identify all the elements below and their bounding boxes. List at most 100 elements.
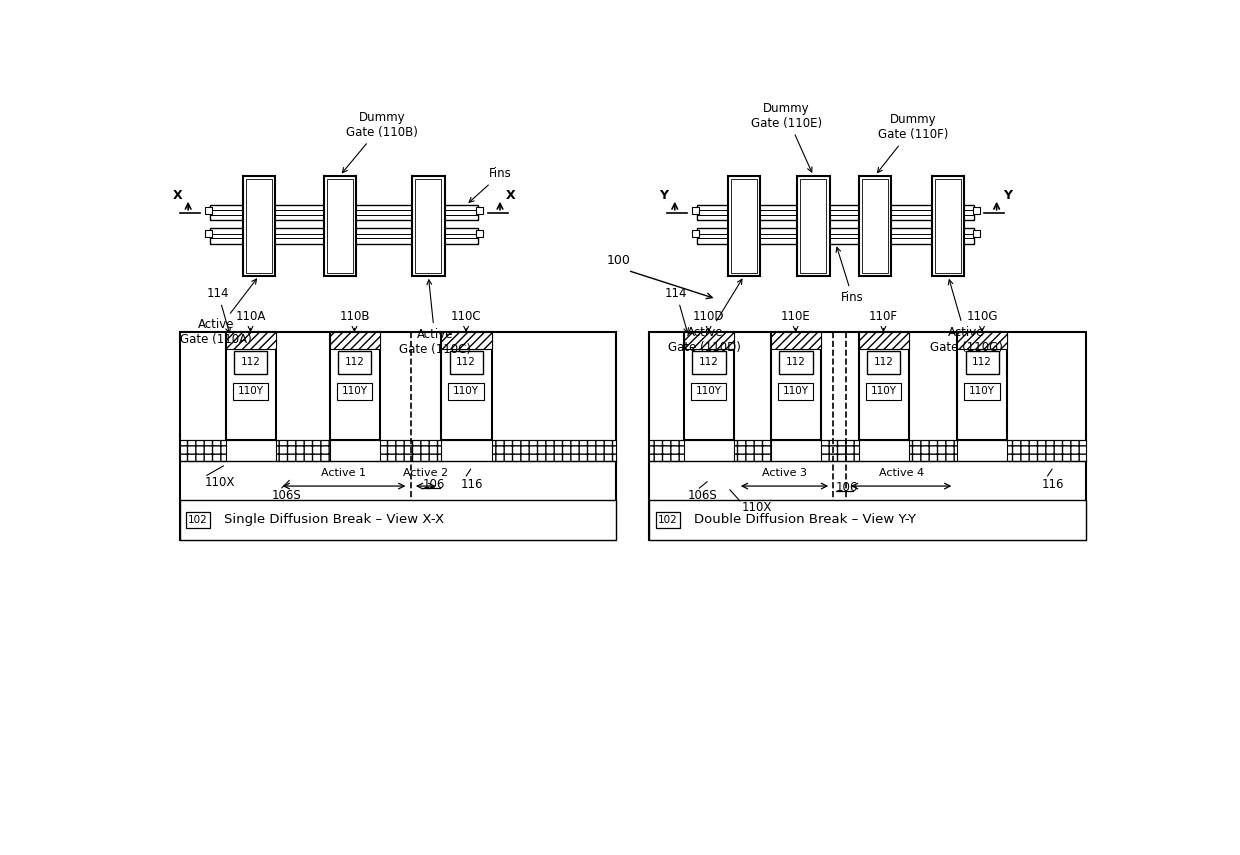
Text: 110B: 110B — [340, 310, 370, 331]
Text: 112: 112 — [345, 357, 365, 367]
Text: 110D: 110D — [693, 310, 724, 331]
Bar — [692, 230, 698, 238]
Bar — [450, 351, 484, 374]
Bar — [866, 383, 901, 400]
Text: 112: 112 — [972, 357, 992, 367]
Text: 110Y: 110Y — [870, 386, 897, 397]
Bar — [205, 230, 212, 238]
Bar — [650, 332, 1086, 540]
Text: 110E: 110E — [781, 310, 811, 331]
Text: 110Y: 110Y — [453, 386, 479, 397]
Bar — [412, 176, 444, 276]
Text: 112: 112 — [456, 357, 476, 367]
Bar — [692, 207, 698, 215]
Text: 114: 114 — [665, 286, 688, 333]
Bar — [205, 207, 212, 215]
Text: Single Diffusion Break – View X-X: Single Diffusion Break – View X-X — [224, 514, 444, 527]
Bar — [326, 179, 353, 273]
Text: 100: 100 — [606, 254, 630, 267]
Text: 110C: 110C — [451, 310, 481, 331]
Text: 106: 106 — [422, 478, 445, 491]
Bar — [797, 176, 830, 276]
Bar — [684, 332, 734, 439]
Text: Active 3: Active 3 — [761, 469, 806, 478]
Text: 106: 106 — [836, 481, 858, 494]
Bar — [771, 332, 821, 439]
Text: 102: 102 — [188, 515, 208, 525]
Bar — [697, 205, 975, 221]
Text: 116: 116 — [1042, 478, 1065, 491]
Bar — [684, 332, 734, 349]
Bar — [180, 500, 616, 540]
Text: X: X — [506, 189, 516, 203]
Text: 112: 112 — [241, 357, 260, 367]
Bar — [821, 439, 859, 462]
Bar — [909, 439, 957, 462]
Bar — [862, 179, 888, 273]
Bar — [777, 383, 813, 400]
Bar — [337, 383, 372, 400]
Bar — [211, 205, 477, 221]
Bar — [780, 351, 812, 374]
Bar — [233, 383, 268, 400]
Bar — [476, 230, 484, 238]
Text: 110Y: 110Y — [782, 386, 808, 397]
Text: 110X: 110X — [205, 475, 234, 489]
Bar — [867, 351, 900, 374]
Text: Active 4: Active 4 — [879, 469, 924, 478]
Bar — [859, 332, 909, 439]
Bar — [234, 351, 268, 374]
Bar — [957, 332, 1007, 349]
Bar — [965, 383, 999, 400]
Bar — [800, 179, 826, 273]
Text: 110Y: 110Y — [696, 386, 722, 397]
Text: 106S: 106S — [688, 489, 718, 502]
Bar — [935, 179, 961, 273]
Text: Active
Gate (110G): Active Gate (110G) — [930, 280, 1003, 354]
Bar — [697, 228, 975, 244]
Bar — [932, 176, 965, 276]
Text: 110F: 110F — [869, 310, 898, 331]
Text: X: X — [172, 189, 182, 203]
Bar — [186, 512, 211, 528]
Bar — [656, 512, 681, 528]
Text: Active
Gate (110C): Active Gate (110C) — [399, 280, 471, 357]
Bar — [771, 332, 821, 349]
Bar — [730, 179, 758, 273]
Text: Dummy
Gate (110E): Dummy Gate (110E) — [751, 102, 822, 172]
Text: 110A: 110A — [236, 310, 265, 331]
Bar — [441, 332, 491, 439]
Bar — [180, 332, 616, 540]
Bar — [859, 176, 892, 276]
Bar — [243, 176, 275, 276]
Bar — [476, 207, 484, 215]
Bar — [728, 176, 760, 276]
Text: Fins: Fins — [836, 247, 864, 304]
Bar — [859, 332, 909, 349]
Bar — [1007, 439, 1086, 462]
Bar — [972, 230, 980, 238]
Text: Dummy
Gate (110F): Dummy Gate (110F) — [878, 113, 949, 173]
Text: 114: 114 — [207, 286, 231, 333]
Bar — [966, 351, 999, 374]
Bar — [441, 332, 491, 349]
Text: Fins: Fins — [469, 168, 512, 203]
Bar — [734, 439, 771, 462]
Bar — [330, 332, 379, 349]
Bar — [972, 207, 980, 215]
Text: 110X: 110X — [742, 501, 773, 514]
Text: Y: Y — [1003, 189, 1012, 203]
Bar — [339, 351, 372, 374]
Bar — [415, 179, 441, 273]
Text: 110Y: 110Y — [968, 386, 994, 397]
Text: Active
Gate (110D): Active Gate (110D) — [668, 280, 742, 354]
Text: 112: 112 — [786, 357, 806, 367]
Text: 110Y: 110Y — [238, 386, 263, 397]
Text: 112: 112 — [698, 357, 719, 367]
Bar — [226, 332, 277, 349]
Bar — [246, 179, 272, 273]
Bar — [650, 500, 1086, 540]
Text: 110Y: 110Y — [341, 386, 367, 397]
Bar — [691, 383, 727, 400]
Bar — [449, 383, 484, 400]
